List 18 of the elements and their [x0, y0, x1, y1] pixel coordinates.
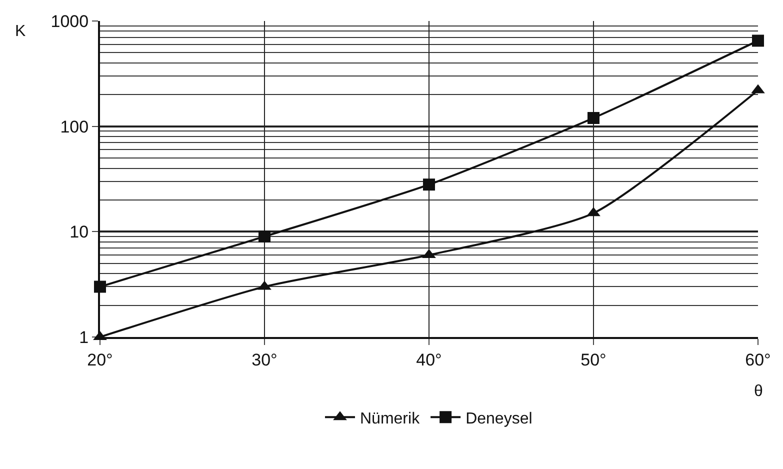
- x-axis-title: θ: [754, 383, 763, 400]
- y-tick-label: 10: [70, 222, 89, 242]
- x-tick-label: 30°: [252, 350, 278, 370]
- point: [423, 178, 435, 191]
- legend-label: Deneysel: [466, 410, 532, 428]
- point: [258, 230, 270, 242]
- x-tick-label: 20°: [87, 350, 113, 370]
- y-tick-label: 1: [79, 328, 89, 347]
- y-axis-title: K: [15, 23, 26, 40]
- point: [94, 280, 106, 293]
- y-tick-label: 100: [60, 117, 89, 136]
- x-tick-label: 60°: [745, 350, 771, 370]
- legend-label: Nümerik: [360, 410, 421, 428]
- point: [752, 34, 764, 47]
- y-tick-label: 1000: [50, 12, 89, 31]
- x-tick-label: 40°: [416, 350, 442, 370]
- point: [588, 112, 600, 124]
- x-tick-label: 50°: [580, 350, 606, 370]
